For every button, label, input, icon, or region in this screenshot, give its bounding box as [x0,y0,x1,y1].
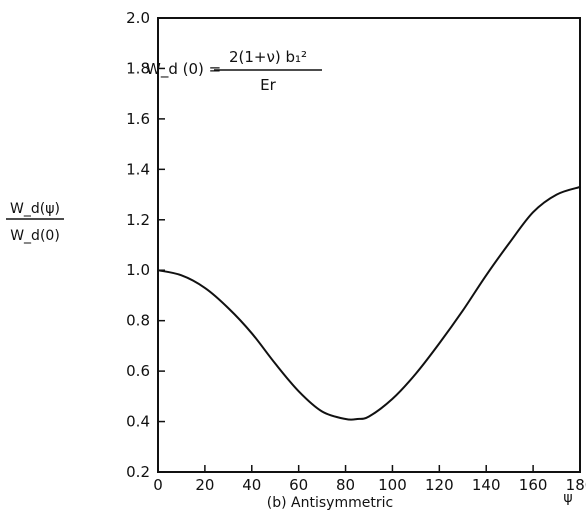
y-label-denominator: W_d(0) [10,228,60,244]
x-tick-label: 0 [153,476,163,494]
x-tick-label: 100 [378,476,407,494]
equation-numerator: 2(1+ν) b₁² [229,48,307,66]
x-tick-label: 160 [519,476,548,494]
x-tick-label: 60 [289,476,308,494]
y-axis-label: W_d(ψ) W_d(0) [6,201,64,244]
x-tick-label: 80 [336,476,355,494]
x-tick-label: 40 [242,476,261,494]
plot-frame [157,17,581,473]
x-tick-label: 180 [566,476,586,494]
x-axis-label: ψ [563,490,572,506]
y-axis-ticks: 0.2 0.4 0.6 0.8 1.0 1.2 1.4 1.6 1.8 2.0 [126,9,165,481]
x-tick-label: 140 [472,476,501,494]
equation-lhs: W_d (0) = [146,60,221,79]
chart-caption: (b) Antisymmetric [267,495,393,511]
y-tick-label: 0.4 [126,413,150,431]
y-tick-label: 0.6 [126,362,150,380]
y-tick-label: 1.6 [126,110,150,128]
y-tick-label: 0.8 [126,312,150,330]
x-axis-ticks: 0 20 40 60 80 100 120 140 160 180 [153,465,586,494]
y-tick-label: 1.2 [126,211,150,229]
x-tick-label: 20 [195,476,214,494]
y-tick-label: 1.8 [126,59,150,77]
y-label-numerator: W_d(ψ) [10,201,60,217]
y-tick-label: 1.4 [126,160,150,178]
x-tick-label: 120 [425,476,454,494]
equation-annotation: W_d (0) = 2(1+ν) b₁² Er [146,48,322,94]
y-tick-label: 1.0 [126,261,150,279]
equation-denominator: Er [260,76,276,94]
series-line [157,186,581,421]
y-tick-label: 0.2 [126,463,150,481]
y-tick-label: 2.0 [126,9,150,27]
